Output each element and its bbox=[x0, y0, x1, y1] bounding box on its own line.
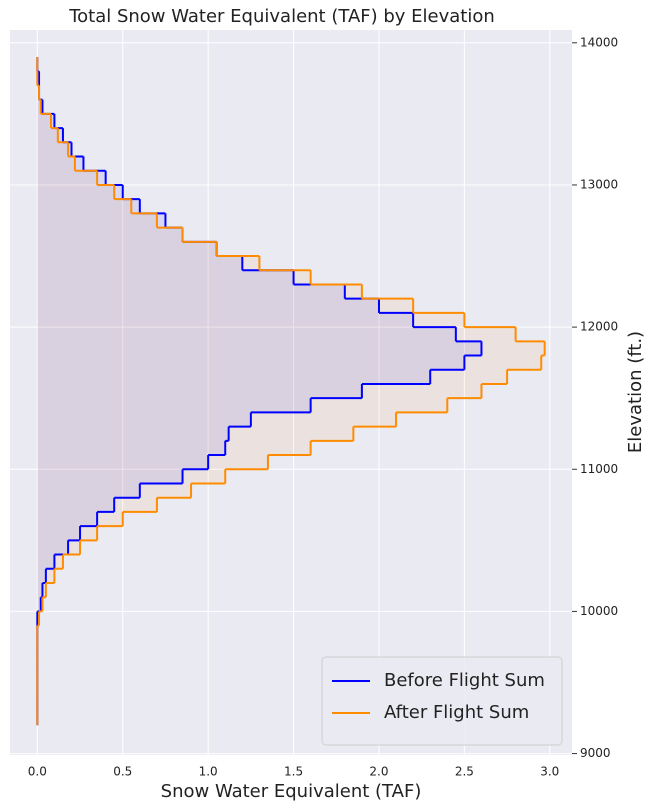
area-fill bbox=[37, 412, 251, 427]
area-fill bbox=[37, 497, 115, 512]
area-fill bbox=[37, 199, 140, 214]
area-fill bbox=[37, 540, 81, 555]
x-tick-label: 0.0 bbox=[28, 765, 47, 779]
area-fill bbox=[37, 383, 482, 399]
area-fill bbox=[37, 312, 414, 328]
legend-label: Before Flight Sum bbox=[384, 670, 545, 691]
area-fill bbox=[37, 383, 362, 399]
x-tick-label: 1.5 bbox=[284, 765, 303, 779]
area-fill bbox=[37, 440, 311, 456]
area-fill bbox=[37, 511, 123, 527]
area-fill bbox=[37, 526, 81, 541]
area-fill bbox=[37, 426, 229, 441]
area-fill bbox=[37, 213, 166, 228]
area-fill bbox=[37, 184, 115, 200]
y-tick-label: 14000 bbox=[580, 35, 618, 49]
legend-box bbox=[321, 656, 563, 746]
y-tick-label: 12000 bbox=[580, 320, 618, 334]
step-connector bbox=[37, 84, 545, 627]
area-fill bbox=[37, 426, 354, 441]
area-fill bbox=[37, 128, 58, 143]
chart-title: Total Snow Water Equivalent (TAF) by Ele… bbox=[68, 6, 495, 27]
y-tick-label: 9000 bbox=[580, 746, 611, 760]
area-fill bbox=[37, 497, 157, 512]
area-fill bbox=[37, 270, 311, 285]
area-fill bbox=[37, 312, 465, 328]
x-tick-label: 3.0 bbox=[540, 765, 559, 779]
legend-label: After Flight Sum bbox=[384, 702, 529, 723]
area-fill bbox=[37, 284, 345, 299]
y-tick-label: 13000 bbox=[580, 177, 618, 191]
area-fill bbox=[37, 227, 183, 242]
area-fill bbox=[37, 469, 226, 484]
area-fill bbox=[37, 256, 243, 271]
area-fill bbox=[37, 327, 516, 342]
area-fill bbox=[37, 270, 294, 285]
x-tick-label: 2.0 bbox=[369, 765, 388, 779]
area-fill bbox=[37, 341, 545, 356]
legend: Before Flight Sum After Flight Sum bbox=[321, 656, 563, 746]
plot-area bbox=[10, 30, 572, 755]
x-tick-label: 1.0 bbox=[199, 765, 218, 779]
y-axis-label: Elevation (ft.) bbox=[625, 331, 646, 453]
lines bbox=[36, 57, 546, 726]
area-fill bbox=[37, 156, 84, 171]
area-fill bbox=[37, 284, 362, 299]
area-fill bbox=[37, 440, 226, 456]
area-fill bbox=[37, 526, 98, 541]
area-fill bbox=[37, 455, 209, 470]
x-tick-label: 0.5 bbox=[113, 765, 132, 779]
area-fill bbox=[37, 412, 397, 427]
area-fill bbox=[37, 142, 69, 157]
area-fill bbox=[37, 327, 456, 342]
area-fill bbox=[37, 184, 123, 200]
area-fill bbox=[37, 241, 217, 257]
area-fill bbox=[37, 298, 414, 313]
area-fill bbox=[37, 369, 431, 384]
area-fill bbox=[37, 355, 542, 370]
area-fill bbox=[37, 597, 41, 612]
area-fill bbox=[37, 398, 448, 413]
area-fill bbox=[37, 213, 157, 228]
area-fill bbox=[37, 511, 98, 527]
x-tick-label: 2.5 bbox=[455, 765, 474, 779]
area-fill bbox=[37, 554, 55, 569]
y-tick-label: 11000 bbox=[580, 462, 618, 476]
area-fill bbox=[37, 99, 41, 114]
area-fill bbox=[37, 398, 311, 413]
area-fill bbox=[37, 469, 183, 484]
area-fill bbox=[37, 170, 98, 185]
area-fill bbox=[37, 199, 132, 214]
area-fill bbox=[37, 355, 465, 370]
area-fill bbox=[37, 554, 63, 569]
y-tick-label: 10000 bbox=[580, 604, 618, 618]
area-fill bbox=[37, 170, 106, 185]
x-axis-label: Snow Water Equivalent (TAF) bbox=[161, 781, 422, 802]
area-fill bbox=[37, 341, 482, 356]
area-fill bbox=[37, 582, 43, 598]
area-fill bbox=[37, 483, 140, 498]
area-fill bbox=[37, 142, 72, 157]
area-fill bbox=[37, 241, 217, 257]
area-fill bbox=[37, 298, 379, 313]
area-fill bbox=[37, 256, 260, 271]
area-fill bbox=[37, 113, 51, 129]
area-fill bbox=[37, 568, 46, 583]
area-fill bbox=[37, 483, 192, 498]
fills bbox=[37, 71, 545, 626]
area-fill bbox=[37, 540, 69, 555]
area-fill bbox=[37, 156, 75, 171]
area-fill bbox=[37, 369, 508, 384]
area-fill bbox=[37, 455, 268, 470]
area-fill bbox=[37, 128, 63, 143]
area-fill bbox=[37, 227, 183, 242]
